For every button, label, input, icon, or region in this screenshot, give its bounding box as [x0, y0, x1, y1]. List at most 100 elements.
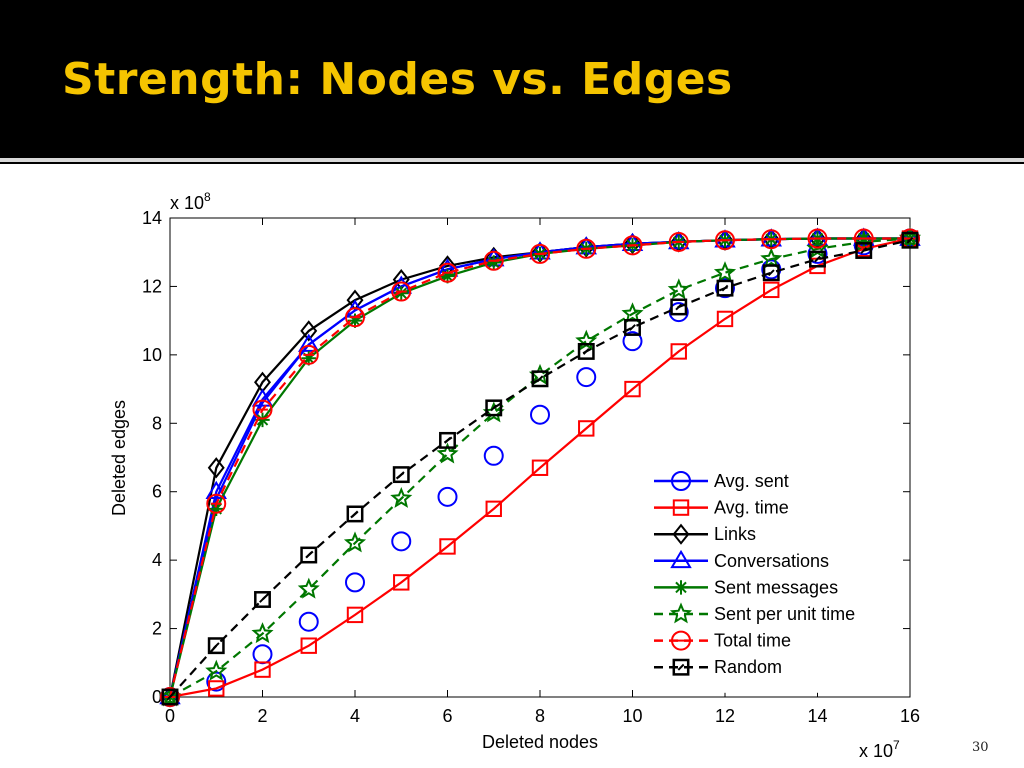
data-point-marker: [305, 551, 313, 559]
chart-legend: Avg. sent Avg. time Links Conversations Sent…: [650, 470, 895, 693]
data-point-marker: [351, 510, 359, 518]
legend-item: Avg. time: [654, 498, 789, 518]
data-point-marker: [669, 602, 693, 624]
data-point-marker: [483, 445, 504, 466]
data-point-marker: [205, 480, 227, 500]
legend-label: Avg. sent: [714, 471, 789, 491]
data-point-marker: [439, 538, 456, 555]
data-point-marker: [207, 457, 225, 479]
data-point-marker: [206, 671, 227, 692]
data-point-marker: [437, 262, 458, 283]
data-point-marker: [347, 313, 363, 328]
slide-content: 0 2 4 6 8 10 12 14 16 0 2 4 6 8 10 12 14 Deleted edges D…: [0, 164, 1024, 768]
data-point-marker: [901, 231, 919, 249]
y-exponent-power: 8: [204, 190, 211, 204]
x-tick-label: 4: [350, 706, 360, 726]
data-point-marker: [391, 281, 412, 302]
legend-item: Links: [654, 523, 756, 545]
data-point-marker: [671, 630, 691, 651]
data-point-marker: [208, 680, 225, 697]
data-point-marker: [490, 404, 498, 412]
header-divider: [0, 158, 1024, 162]
legend-label: Conversations: [714, 551, 829, 571]
data-point-marker: [297, 577, 320, 599]
data-point-marker: [667, 278, 690, 300]
data-point-marker: [346, 505, 364, 523]
x-tick-label: 16: [900, 706, 920, 726]
data-point-marker: [715, 230, 735, 251]
legend-item: Sent messages: [654, 577, 838, 597]
x-exponent-power: 7: [893, 738, 900, 752]
y-axis-label: Deleted edges: [109, 400, 129, 516]
series-line: [169, 237, 911, 699]
legend-item: Conversations: [654, 549, 829, 571]
y-tick-label: 10: [142, 345, 162, 365]
series-total-time: [160, 228, 920, 707]
data-point-marker: [298, 344, 319, 365]
line-chart: 0 2 4 6 8 10 12 14 16 0 2 4 6 8 10 12 14 Deleted edges D…: [109, 190, 922, 761]
data-point-marker: [670, 343, 687, 360]
data-point-marker: [346, 606, 364, 624]
data-point-marker: [301, 351, 316, 366]
data-point-marker: [251, 388, 274, 407]
data-point-marker: [530, 243, 550, 264]
slide-number: 30: [972, 740, 989, 755]
data-point-marker: [485, 399, 503, 417]
y-tick-label: 8: [152, 413, 162, 433]
plot-series: [158, 226, 922, 708]
data-point-marker: [762, 264, 780, 282]
data-point-marker: [444, 436, 451, 444]
data-point-marker: [672, 658, 690, 676]
legend-item: Total time: [654, 630, 791, 651]
x-tick-label: 6: [442, 706, 452, 726]
data-point-marker: [629, 324, 636, 331]
data-point-marker: [531, 459, 549, 476]
data-point-marker: [166, 693, 174, 701]
data-point-marker: [577, 342, 595, 360]
data-point-marker: [675, 303, 683, 311]
plot-axes: 0 2 4 6 8 10 12 14 16 0 2 4 6 8 10 12 14: [142, 208, 920, 726]
data-point-marker: [621, 302, 644, 324]
series-line: [169, 237, 911, 698]
data-point-marker: [716, 310, 734, 328]
data-point-marker: [670, 549, 692, 569]
data-point-marker: [809, 250, 826, 268]
data-point-marker: [622, 331, 643, 352]
legend-label: Total time: [714, 631, 791, 651]
data-point-marker: [855, 242, 873, 259]
data-point-marker: [860, 247, 868, 254]
data-point-marker: [761, 229, 782, 250]
legend-label: Random: [714, 657, 782, 677]
data-point-marker: [255, 412, 270, 428]
x-tick-label: 14: [807, 706, 827, 726]
data-point-marker: [485, 500, 502, 518]
legend-item: Random: [654, 657, 782, 677]
data-point-marker: [345, 307, 365, 328]
data-point-marker: [853, 228, 874, 249]
series-random: [161, 231, 919, 706]
y-tick-label: 14: [142, 208, 162, 228]
data-point-marker: [252, 399, 273, 420]
y-tick-label: 0: [152, 687, 162, 707]
axis-labels: Deleted edges Deleted nodes x 108 x 107: [109, 190, 900, 761]
data-point-marker: [763, 281, 780, 299]
data-point-marker: [531, 370, 549, 388]
data-point-marker: [259, 596, 266, 603]
data-point-marker: [440, 268, 455, 284]
y-exponent: x 108: [170, 190, 211, 213]
data-point-marker: [300, 546, 318, 564]
data-point-marker: [530, 404, 550, 425]
data-point-marker: [345, 572, 365, 593]
data-point-marker: [391, 531, 412, 552]
data-point-marker: [672, 499, 690, 516]
data-point-marker: [251, 622, 274, 644]
data-point-marker: [576, 367, 597, 388]
slide-title: Strength: Nodes vs. Edges: [62, 54, 733, 105]
data-point-marker: [437, 486, 458, 507]
data-point-marker: [807, 228, 828, 249]
data-point-marker: [212, 642, 220, 650]
data-point-marker: [397, 471, 405, 479]
data-point-marker: [209, 501, 224, 517]
y-exponent-base: x 10: [170, 193, 204, 213]
